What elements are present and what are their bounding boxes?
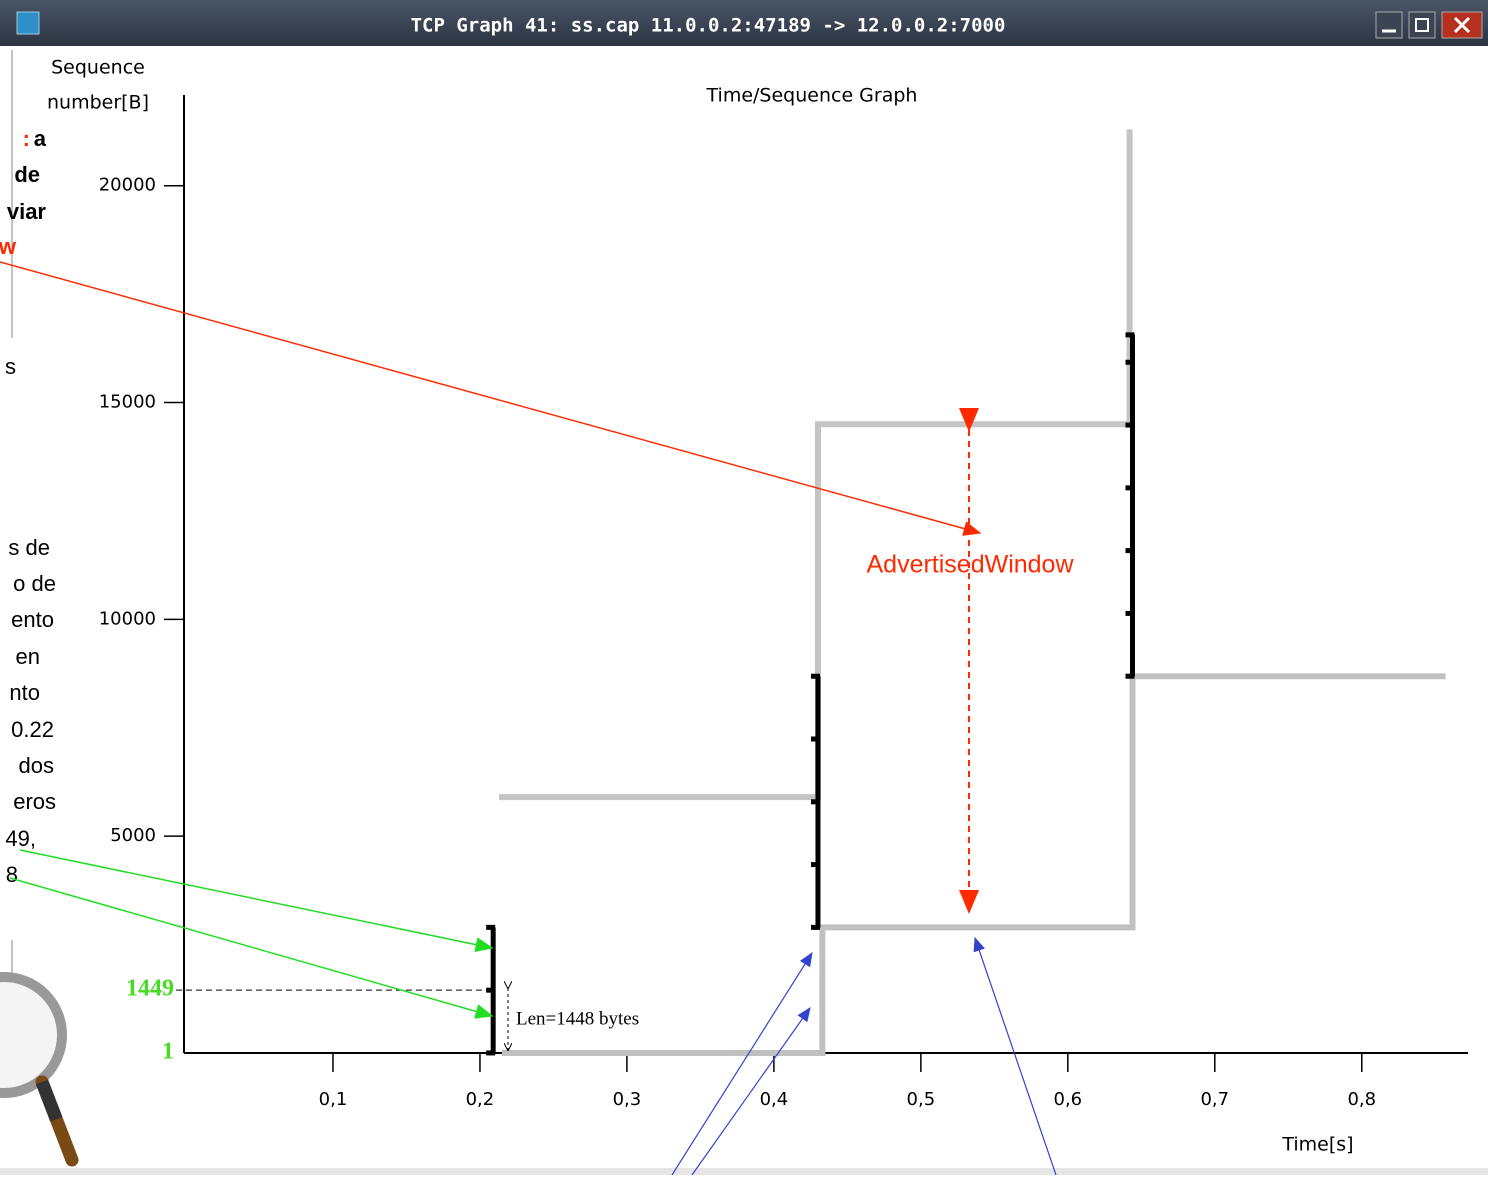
left-text-line: viar [7,199,47,224]
seq-mark-label: 1 [162,1038,174,1064]
left-text-line: s [5,354,16,379]
app-icon [16,11,40,35]
annotation-arrow [671,951,813,1176]
chart-title: Time/Sequence Graph [706,85,918,107]
x-tick-label: 0,8 [1347,1089,1376,1110]
x-tick-label: 0,1 [319,1089,348,1110]
y-tick-label: 10000 [99,608,156,629]
title-bar [0,0,1488,46]
left-text-line: : [23,126,30,151]
x-tick-label: 0,6 [1054,1089,1083,1110]
left-text-line: 49, [5,826,36,851]
annotation-arrow [19,849,494,952]
length-annotation: Len=1448 bytes [516,1008,639,1029]
left-text-line: w [0,234,17,259]
x-tick-label: 0,4 [760,1089,789,1110]
annotation-arrow [9,877,494,1019]
left-text-line: 0.22 [11,717,54,742]
x-tick-label: 0,3 [613,1089,642,1110]
left-text-line: eros [13,789,56,814]
x-tick-label: 0,5 [907,1089,936,1110]
plot: 5000 10000 15000 20000 0,1 0,2 0,3 0,4 0,5 0,6 0,7… [99,129,1446,1110]
x-axis-label: Time[s] [1281,1134,1353,1156]
y-axis-label: Sequence [51,57,145,79]
left-text: : a de viar w s s de o de ento en nto 0.… [0,126,56,887]
magnifier-icon [0,972,79,1167]
left-text-line: a [34,126,47,151]
maximize-icon [1415,18,1429,32]
y-tick-label: 5000 [110,825,156,846]
left-text-line: ento [11,607,54,632]
step-line [499,129,1133,801]
window-buttons[interactable] [1375,11,1483,39]
y-axis-label: number[B] [47,92,149,114]
seq-mark-label: 1449 [126,976,174,1002]
annotation-arrow [973,936,1057,1176]
annotation-arrow [0,261,982,536]
left-text-line: en [16,644,40,669]
minimize-button[interactable] [1375,11,1403,39]
maximize-button[interactable] [1408,11,1436,39]
window-annotation: AdvertisedWindow [866,551,1074,579]
annotation-arrow [691,1007,811,1176]
status-bar [0,1168,1488,1175]
close-icon [1453,16,1471,34]
x-tick-label: 0,7 [1200,1089,1229,1110]
left-text-line: 8 [6,862,18,887]
left-text-line: nto [9,680,40,705]
left-text-line: de [14,162,40,187]
y-tick-label: 20000 [99,175,156,196]
y-tick-label: 15000 [99,392,156,413]
left-text-line: s de [8,535,50,560]
step-line [501,673,1446,1056]
x-tick-label: 0,2 [466,1089,495,1110]
left-text-line: dos [19,753,54,778]
window-title: TCP Graph 41: ss.cap 11.0.0.2:47189 -> 1… [411,15,1006,37]
left-text-line: o de [13,571,56,596]
